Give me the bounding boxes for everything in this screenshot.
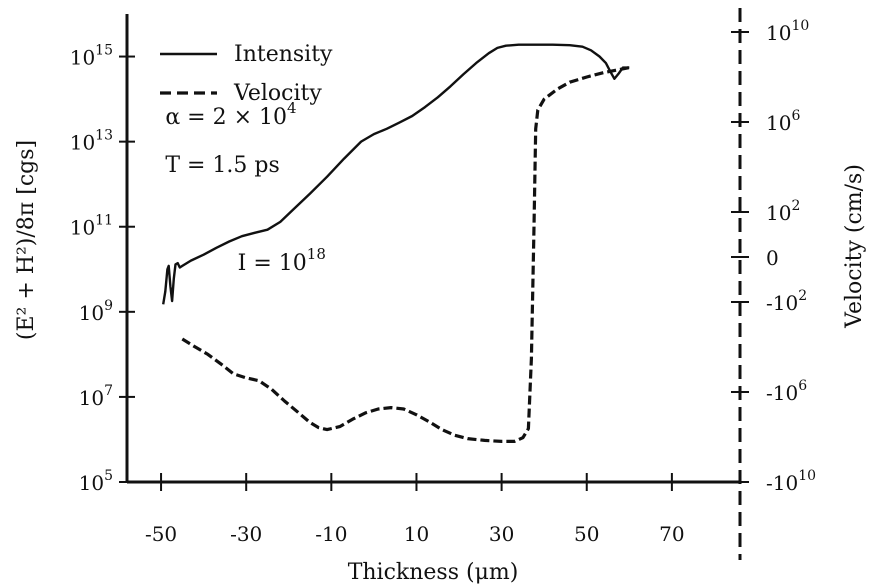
y-right-tick-label: -102 xyxy=(766,288,807,315)
y-right-tick-label: -106 xyxy=(766,378,807,405)
annotation-1: α = 2 × 104 xyxy=(165,99,296,130)
series-velocity-line xyxy=(181,66,630,443)
x-tick-label: 30 xyxy=(489,522,514,546)
y-left-tick-label: 107 xyxy=(79,383,113,410)
y-left-tick-label: 105 xyxy=(79,468,113,495)
y-left-tick-label: 1013 xyxy=(70,128,113,155)
y-left-axis-title: (E² + H²)/8π [cgs] xyxy=(14,140,39,340)
y-right-axis-title: Velocity (cm/s) xyxy=(842,164,867,329)
y-right-tick-label: 106 xyxy=(766,108,800,135)
x-axis-title: Thickness (μm) xyxy=(348,560,519,585)
x-tick-label: -10 xyxy=(315,522,347,546)
axes-layer xyxy=(119,8,749,560)
x-tick-label: 50 xyxy=(574,522,599,546)
x-tick-label: -50 xyxy=(145,522,177,546)
y-right-tick-label: 102 xyxy=(766,198,800,225)
x-tick-label: -30 xyxy=(230,522,262,546)
labels-layer: -50 -30 -10 10 30 50 7010510710910111013101510… xyxy=(14,18,867,585)
y-left-tick-label: 109 xyxy=(79,298,113,325)
y-left-tick-label: 1015 xyxy=(70,43,113,70)
series-layer xyxy=(162,43,630,443)
y-right-tick-label: 0 xyxy=(766,246,779,270)
y-right-tick-label: 1010 xyxy=(766,18,809,45)
y-left-tick-label: 1011 xyxy=(70,213,113,240)
x-tick-label: 10 xyxy=(404,522,429,546)
annotation-2: T = 1.5 ps xyxy=(165,153,279,178)
annotation-3: I = 1018 xyxy=(238,245,326,276)
y-right-tick-label: -1010 xyxy=(766,468,816,495)
x-tick-label: 70 xyxy=(659,522,684,546)
series-intensity-line xyxy=(162,43,630,305)
legend-velocity-label: Velocity xyxy=(233,81,322,106)
legend-intensity-label: Intensity xyxy=(234,42,333,67)
